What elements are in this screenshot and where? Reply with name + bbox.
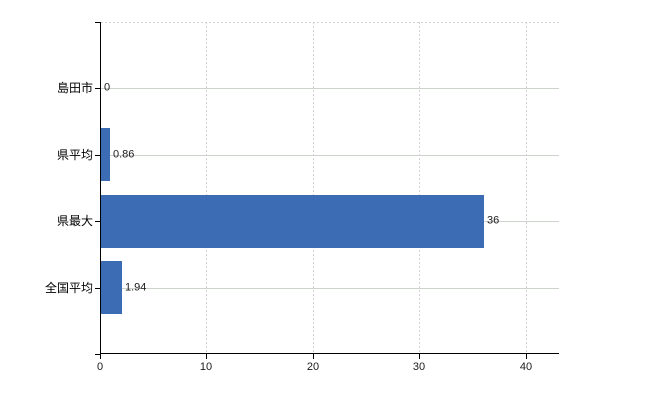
bar-value-label: 0.86 [113,148,135,161]
bar-value-label: 0 [104,81,111,94]
x-axis-tick-label: 40 [519,361,533,373]
horizontal-gridline [101,288,559,289]
plot-area: 0 0.86 36 1.94 [100,22,559,354]
vertical-gridline [313,22,314,353]
x-axis-tick [100,354,101,359]
bar-value-label: 1.94 [125,281,147,294]
x-axis-tick-label: 10 [199,361,213,373]
vertical-gridline [526,22,527,353]
y-axis-tick [95,354,100,355]
x-axis-tick-label: 0 [96,361,104,373]
bar-value-label: 36 [487,214,500,227]
y-axis-tick [95,288,100,289]
x-axis-tick [313,354,314,359]
y-axis-tick [95,221,100,222]
y-axis-tick [95,22,100,23]
y-axis-tick [95,88,100,89]
x-axis-tick [206,354,207,359]
horizontal-gridline [101,155,559,156]
horizontal-gridline [101,88,559,89]
category-label: 県最大 [56,214,93,228]
category-label: 島田市 [56,81,93,95]
vertical-gridline [206,22,207,353]
x-axis-tick-label: 20 [306,361,320,373]
plot-top-border [101,22,559,23]
x-axis-tick-label: 30 [412,361,426,373]
category-label: 県平均 [56,148,93,162]
bar [101,261,122,314]
x-axis-tick [419,354,420,359]
category-label: 全国平均 [44,281,93,295]
bar [101,195,484,248]
y-axis-tick [95,155,100,156]
bar [101,128,110,181]
vertical-gridline [419,22,420,353]
x-axis-tick [526,354,527,359]
